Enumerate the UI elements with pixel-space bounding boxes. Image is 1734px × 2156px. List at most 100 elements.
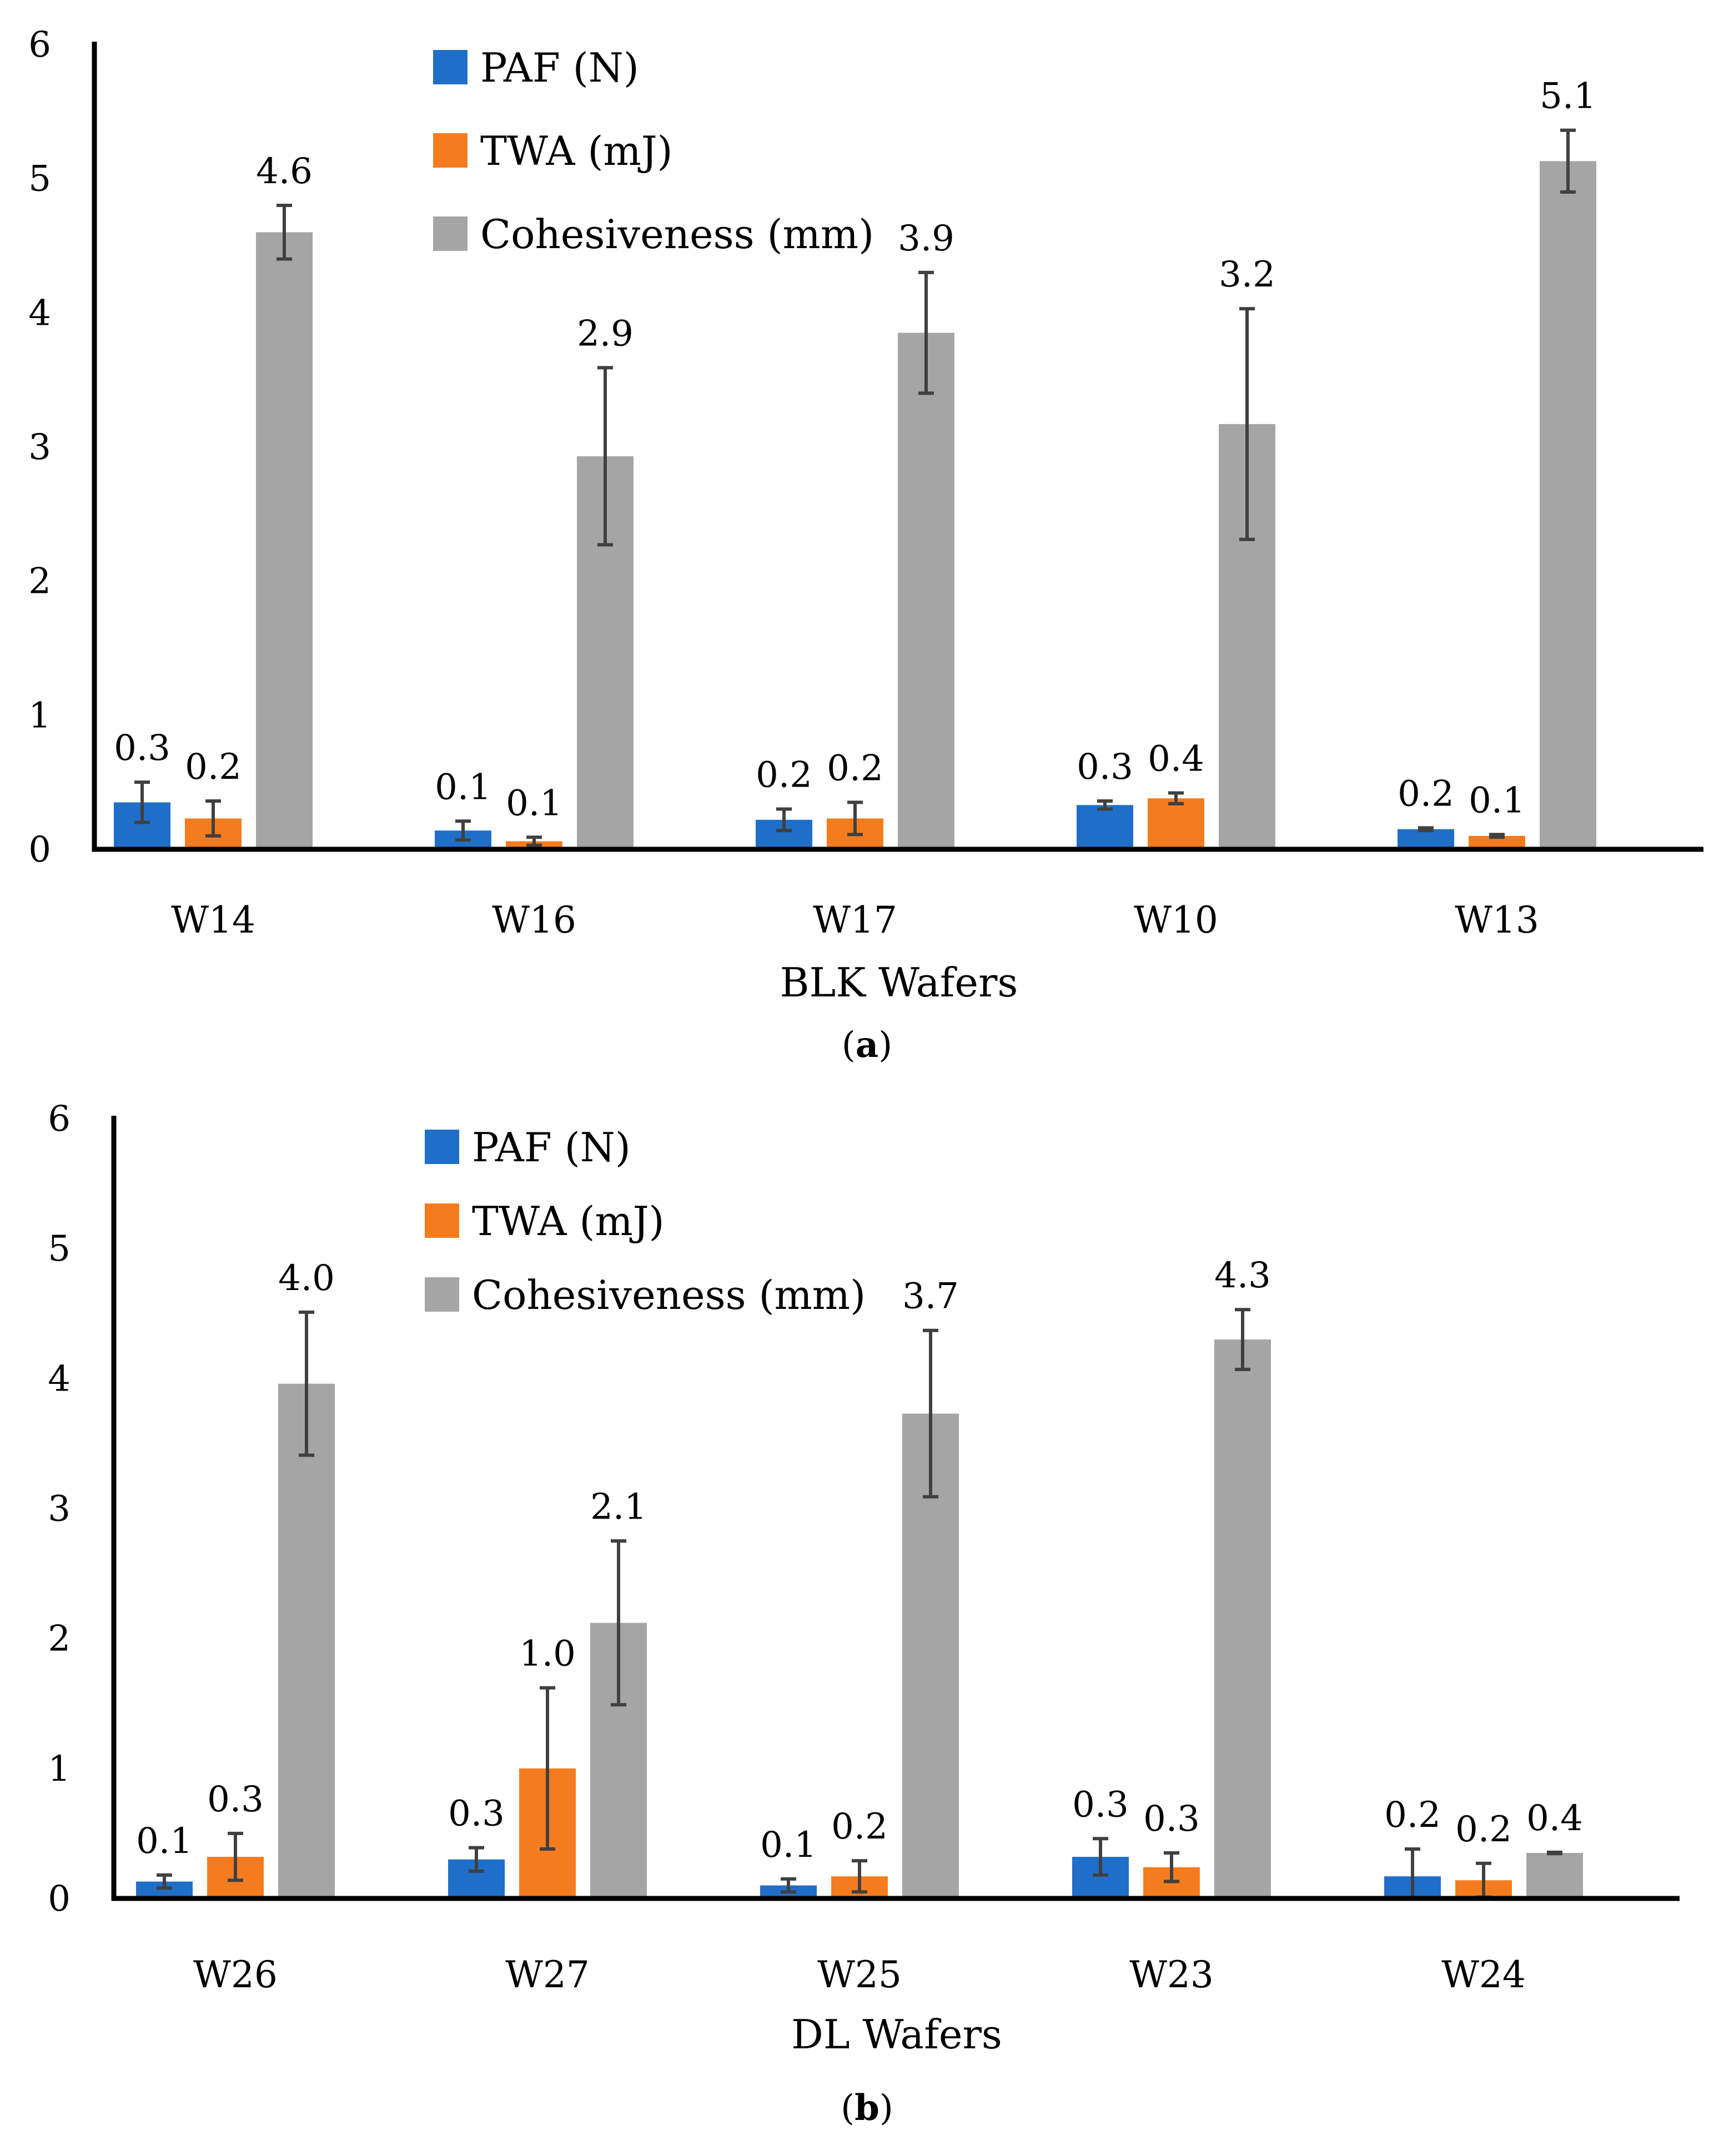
error-bar <box>597 366 613 547</box>
data-label: 0.2 <box>1398 773 1454 814</box>
error-bar <box>1560 128 1576 194</box>
y-tick-label: 0 <box>48 1878 71 1920</box>
legend-swatch-cohesiveness <box>433 216 468 251</box>
data-label: 0.1 <box>1469 780 1525 821</box>
error-bar <box>1168 791 1184 805</box>
x-tick-label: W16 <box>492 899 576 941</box>
bar-cohesiveness <box>1214 1339 1271 1898</box>
y-tick-label: 2 <box>28 561 51 602</box>
error-bar <box>205 799 221 838</box>
data-label: 0.2 <box>756 755 812 796</box>
bar-twa <box>1148 798 1204 849</box>
y-tick-label: 6 <box>48 1099 71 1140</box>
y-tick-label: 5 <box>28 159 51 200</box>
data-label: 2.1 <box>590 1487 647 1528</box>
caption-a: (a) <box>841 1024 893 1066</box>
caption-b: (b) <box>841 2087 893 2129</box>
data-label: 0.1 <box>136 1821 193 1862</box>
y-tick-label: 0 <box>28 829 51 870</box>
legend-swatch-twa <box>433 133 468 168</box>
error-bar <box>847 800 863 837</box>
x-axis-title: BLK Wafers <box>780 959 1018 1006</box>
error-bar <box>299 1310 314 1457</box>
error-bar <box>134 780 150 824</box>
legend-label: TWA (mJ) <box>480 128 673 174</box>
x-tick-label: W27 <box>505 1953 590 1996</box>
data-label: 0.3 <box>1072 1784 1129 1825</box>
data-label: 1.0 <box>519 1634 576 1675</box>
legend-label: Cohesiveness (mm) <box>472 1272 866 1318</box>
data-label: 0.3 <box>114 728 170 769</box>
bar-cohesiveness <box>1540 161 1596 849</box>
x-tick-label: W13 <box>1455 899 1539 941</box>
data-label: 0.3 <box>448 1794 505 1835</box>
y-tick-label: 1 <box>28 695 51 736</box>
data-label: 4.3 <box>1214 1255 1271 1296</box>
legend-swatch-cohesiveness <box>425 1277 459 1312</box>
legend-label: TWA (mJ) <box>472 1198 665 1245</box>
data-label: 4.0 <box>278 1258 335 1299</box>
data-label: 0.1 <box>435 767 491 808</box>
data-label: 4.6 <box>256 151 313 192</box>
x-axis-title: DL Wafers <box>791 2011 1002 2058</box>
legend-label: Cohesiveness (mm) <box>480 211 874 258</box>
bar-cohesiveness <box>278 1383 335 1898</box>
error-bar <box>1418 826 1434 833</box>
bar-cohesiveness <box>1526 1853 1583 1898</box>
error-bar <box>1547 1850 1562 1856</box>
chart-panel-a: 0 1 2 3 4 5 6 0.3 0.2 4.6 W14 0.1 0.1 2.9 W16 0.2 0.2 3.9… <box>28 24 1703 1006</box>
error-bar <box>228 1831 243 1882</box>
caption-a-letter: a <box>855 1024 879 1066</box>
data-label: 0.1 <box>760 1825 817 1866</box>
legend-label: PAF (N) <box>480 44 639 91</box>
data-label: 0.2 <box>1455 1809 1512 1850</box>
error-bar <box>611 1539 626 1707</box>
data-label: 0.4 <box>1148 739 1204 780</box>
x-tick-label: W17 <box>813 899 897 941</box>
error-bar <box>1239 307 1255 541</box>
error-bar <box>277 204 292 261</box>
bar-cohesiveness <box>256 232 313 849</box>
data-label: 2.9 <box>577 313 634 354</box>
error-bar <box>781 1877 796 1894</box>
y-tick-label: 6 <box>28 24 51 66</box>
x-tick-label: W23 <box>1129 1953 1214 1996</box>
caption-b-letter: b <box>855 2087 879 2129</box>
data-label: 3.9 <box>898 218 954 259</box>
data-label: 3.2 <box>1219 254 1275 295</box>
data-label: 0.2 <box>1384 1795 1441 1836</box>
error-bar <box>455 819 471 842</box>
data-label: 0.2 <box>831 1806 888 1847</box>
chart-panel-b: 0 1 2 3 4 5 6 0.1 0.3 4.0 W26 0.3 1.0 2.1 W27 0.1 0.2 3.7… <box>48 1099 1680 2058</box>
x-tick-label: W14 <box>171 899 255 941</box>
data-label: 0.1 <box>506 783 562 824</box>
bar-cohesiveness <box>898 333 954 849</box>
error-bar <box>157 1873 172 1890</box>
data-label: 0.4 <box>1526 1798 1583 1839</box>
data-label: 3.7 <box>902 1276 959 1317</box>
error-bar <box>923 1328 938 1499</box>
y-tick-label: 5 <box>48 1228 71 1270</box>
bar-paf <box>1077 805 1133 849</box>
y-tick-label: 4 <box>28 293 51 334</box>
data-label: 0.2 <box>827 748 883 789</box>
error-bar <box>1235 1308 1250 1371</box>
y-tick-label: 3 <box>28 427 51 468</box>
x-tick-label: W24 <box>1441 1953 1526 1996</box>
error-bar <box>469 1846 484 1873</box>
error-bar <box>1093 1837 1108 1877</box>
data-label: 0.3 <box>207 1779 264 1820</box>
y-tick-label: 1 <box>48 1749 71 1790</box>
error-bar <box>852 1859 867 1894</box>
error-bar <box>526 835 542 847</box>
legend-swatch-paf <box>425 1130 459 1164</box>
error-bar <box>540 1686 555 1851</box>
data-label: 0.3 <box>1143 1799 1200 1840</box>
legend-swatch-twa <box>425 1203 459 1238</box>
x-tick-label: W26 <box>193 1953 278 1996</box>
y-tick-label: 4 <box>48 1358 71 1399</box>
bar-paf <box>1398 829 1454 849</box>
data-label: 0.2 <box>185 747 242 788</box>
x-tick-label: W10 <box>1134 899 1218 941</box>
